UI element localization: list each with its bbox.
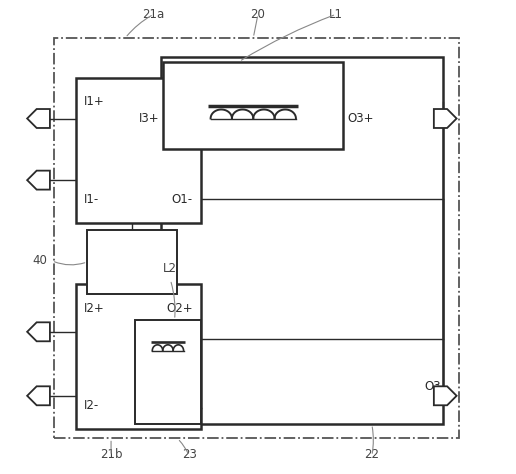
Text: I3+: I3+ [139, 112, 159, 125]
Text: 23: 23 [182, 448, 197, 461]
Text: 40: 40 [32, 254, 47, 267]
Text: I1-: I1- [84, 192, 99, 206]
Bar [135, 320, 201, 424]
Text: 20: 20 [251, 8, 265, 21]
Polygon shape [27, 386, 50, 405]
Bar [54, 38, 459, 438]
Text: I2+: I2+ [84, 301, 105, 315]
Text: O1+: O1+ [166, 95, 192, 109]
Polygon shape [434, 109, 457, 128]
Bar [75, 78, 201, 223]
Text: O3+: O3+ [347, 112, 374, 125]
Text: O1-: O1- [171, 192, 192, 206]
Text: O2-: O2- [171, 399, 192, 412]
Text: I1+: I1+ [84, 95, 105, 109]
Text: I3-: I3- [166, 377, 181, 390]
Bar [163, 62, 343, 149]
Text: O3-: O3- [424, 381, 445, 393]
Text: 22: 22 [364, 448, 379, 461]
Polygon shape [27, 109, 50, 128]
Text: 21b: 21b [100, 448, 122, 461]
Bar [75, 284, 201, 429]
Text: L2: L2 [163, 262, 178, 275]
Bar [161, 57, 443, 424]
Polygon shape [27, 171, 50, 190]
Text: I2-: I2- [84, 399, 99, 412]
Polygon shape [434, 386, 457, 405]
Text: O2+: O2+ [166, 301, 192, 315]
Bar [87, 230, 178, 294]
Text: L1: L1 [329, 8, 343, 21]
Polygon shape [27, 322, 50, 341]
Text: 21a: 21a [142, 8, 165, 21]
